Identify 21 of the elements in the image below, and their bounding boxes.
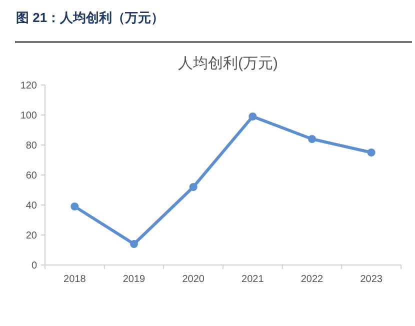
point — [308, 135, 316, 143]
x-tick-label: 2018 — [64, 274, 86, 285]
y-tick-label: 0 — [31, 260, 38, 272]
point — [189, 183, 198, 191]
y-tick-label: 80 — [26, 140, 38, 152]
point — [248, 112, 257, 120]
point — [130, 240, 138, 248]
x-tick-label: 2023 — [360, 274, 383, 285]
x-tick-label: 2020 — [182, 274, 205, 285]
point — [367, 148, 376, 156]
x-tick-label: 2019 — [122, 274, 146, 285]
y-tick-label: 100 — [20, 110, 38, 122]
x-tick-label: 2022 — [300, 274, 324, 285]
y-tick-label: 120 — [20, 80, 38, 92]
y-tick-label: 60 — [26, 170, 38, 182]
y-tick-label: 40 — [26, 200, 38, 212]
chart-title: 图 21：人均创利（万元） — [16, 10, 164, 25]
chart-subtitle: 人均创利(万元) — [178, 55, 278, 72]
x-tick-label: 2021 — [242, 274, 264, 285]
y-tick-label: 20 — [26, 230, 38, 242]
point — [70, 202, 79, 210]
